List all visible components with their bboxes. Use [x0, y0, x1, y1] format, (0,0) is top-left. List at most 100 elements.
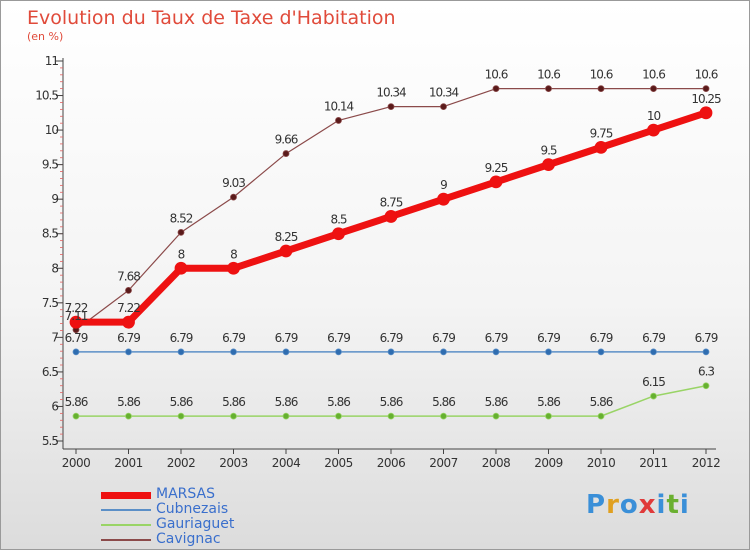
data-point-marsas — [279, 244, 293, 258]
y-tick-label: 5.5 — [42, 434, 58, 448]
x-tick-label: 2011 — [639, 456, 668, 470]
data-label-cavignac: 10.6 — [695, 68, 718, 82]
legend-item-gauriaguet: Gauriaguet — [101, 516, 301, 533]
x-tick-label: 2003 — [219, 456, 248, 470]
data-point-cubnezais — [335, 348, 342, 356]
data-label-cavignac: 10.34 — [376, 86, 406, 100]
data-label-cubnezais: 6.79 — [642, 331, 665, 345]
data-label-cavignac: 10.6 — [537, 68, 560, 82]
data-point-cubnezais — [230, 348, 237, 356]
data-point-marsas — [227, 261, 240, 275]
data-point-gauriaguet — [177, 412, 185, 420]
data-point-marsas — [332, 227, 345, 241]
data-point-marsas — [542, 158, 555, 172]
data-label-gauriaguet: 6.3 — [698, 365, 714, 379]
x-tick-label: 2002 — [167, 456, 196, 470]
x-tick-label: 2007 — [429, 456, 458, 470]
legend-swatch-marsas — [101, 492, 151, 499]
data-label-marsas: 9.5 — [540, 144, 556, 158]
data-label-cubnezais: 6.79 — [380, 331, 403, 345]
data-label-marsas: 9.25 — [485, 161, 508, 175]
legend-label-cavignac: Cavignac — [156, 531, 221, 547]
legend-label-marsas: MARSAS — [156, 486, 215, 502]
data-point-gauriaguet — [440, 412, 447, 420]
data-label-cavignac: 10.6 — [590, 68, 613, 82]
data-label-marsas: 7.22 — [117, 301, 140, 315]
x-tick-label: 2000 — [62, 456, 91, 470]
data-point-gauriaguet — [702, 382, 710, 390]
data-label-cubnezais: 6.79 — [65, 331, 88, 345]
data-point-cavignac — [230, 193, 237, 201]
x-tick-label: 2001 — [114, 456, 143, 470]
data-label-cubnezais: 6.79 — [537, 331, 560, 345]
data-label-cavignac: 10.34 — [429, 86, 459, 100]
chart-title: Evolution du Taux de Taxe d'Habitation — [27, 7, 396, 29]
data-label-cavignac: 10.14 — [324, 99, 354, 113]
x-tick-label: 2005 — [324, 456, 353, 470]
data-point-cavignac — [282, 150, 290, 157]
data-point-cubnezais — [125, 348, 132, 356]
data-label-marsas: 9 — [440, 178, 447, 192]
data-label-gauriaguet: 5.86 — [432, 395, 455, 409]
legend-swatch-cubnezais — [101, 509, 151, 511]
data-label-marsas: 8.25 — [275, 230, 298, 244]
data-point-cubnezais — [650, 348, 657, 356]
y-tick-label: 6.5 — [42, 365, 58, 379]
legend: MARSAS Cubnezais Gauriaguet Cavignac — [101, 486, 301, 548]
y-tick-label: 10 — [45, 123, 59, 137]
data-point-marsas — [489, 175, 503, 189]
data-point-cubnezais — [387, 348, 395, 356]
data-point-marsas — [69, 315, 83, 329]
data-label-cavignac: 9.66 — [275, 133, 298, 147]
y-tick-label: 11 — [45, 54, 59, 68]
x-tick-label: 2012 — [692, 456, 721, 470]
data-label-cavignac: 10.6 — [642, 68, 665, 82]
logo-letter: t — [666, 490, 680, 520]
data-label-marsas: 7.22 — [65, 301, 88, 315]
data-point-cavignac — [177, 228, 185, 236]
legend-label-cubnezais: Cubnezais — [156, 501, 229, 517]
data-label-cubnezais: 6.79 — [117, 331, 140, 345]
data-label-gauriaguet: 5.86 — [65, 395, 88, 409]
data-point-gauriaguet — [492, 412, 500, 420]
data-label-marsas: 8 — [230, 247, 237, 261]
data-point-marsas — [699, 106, 713, 120]
data-label-gauriaguet: 5.86 — [222, 395, 245, 409]
data-point-gauriaguet — [597, 412, 605, 420]
data-point-gauriaguet — [545, 412, 552, 420]
data-point-cavignac — [335, 117, 342, 124]
data-point-cubnezais — [492, 348, 500, 356]
logo-letter: i — [679, 490, 690, 520]
y-tick-label: 9.5 — [42, 158, 58, 172]
y-tick-label: 7.5 — [42, 296, 58, 310]
x-tick-label: 2006 — [377, 456, 406, 470]
data-label-cubnezais: 6.79 — [590, 331, 613, 345]
data-label-marsas: 9.75 — [590, 126, 613, 140]
data-point-cubnezais — [72, 348, 80, 356]
data-point-cavignac — [492, 85, 500, 93]
legend-item-cubnezais: Cubnezais — [101, 501, 301, 518]
data-label-marsas: 8.5 — [330, 213, 346, 227]
chart-subtitle: (en %) — [27, 30, 64, 43]
data-point-marsas — [174, 261, 188, 275]
data-point-marsas — [647, 123, 660, 137]
data-point-cavignac — [545, 85, 552, 93]
data-label-cavignac: 8.52 — [170, 211, 193, 225]
y-tick-label: 6 — [51, 399, 58, 413]
legend-item-cavignac: Cavignac — [101, 531, 301, 548]
y-tick-label: 8.5 — [42, 227, 58, 241]
data-label-cubnezais: 6.79 — [432, 331, 455, 345]
data-point-cavignac — [440, 103, 447, 110]
data-label-gauriaguet: 5.86 — [327, 395, 350, 409]
data-point-cavignac — [702, 85, 710, 93]
data-label-gauriaguet: 5.86 — [537, 395, 560, 409]
data-point-gauriaguet — [230, 412, 237, 420]
data-label-marsas: 10.25 — [691, 92, 721, 106]
legend-swatch-gauriaguet — [101, 524, 151, 526]
data-label-gauriaguet: 5.86 — [485, 395, 508, 409]
data-label-cavignac: 7.68 — [117, 269, 140, 283]
proxiti-logo: Proxiti — [586, 490, 690, 520]
data-label-gauriaguet: 6.15 — [642, 375, 665, 389]
data-point-cubnezais — [702, 348, 710, 356]
